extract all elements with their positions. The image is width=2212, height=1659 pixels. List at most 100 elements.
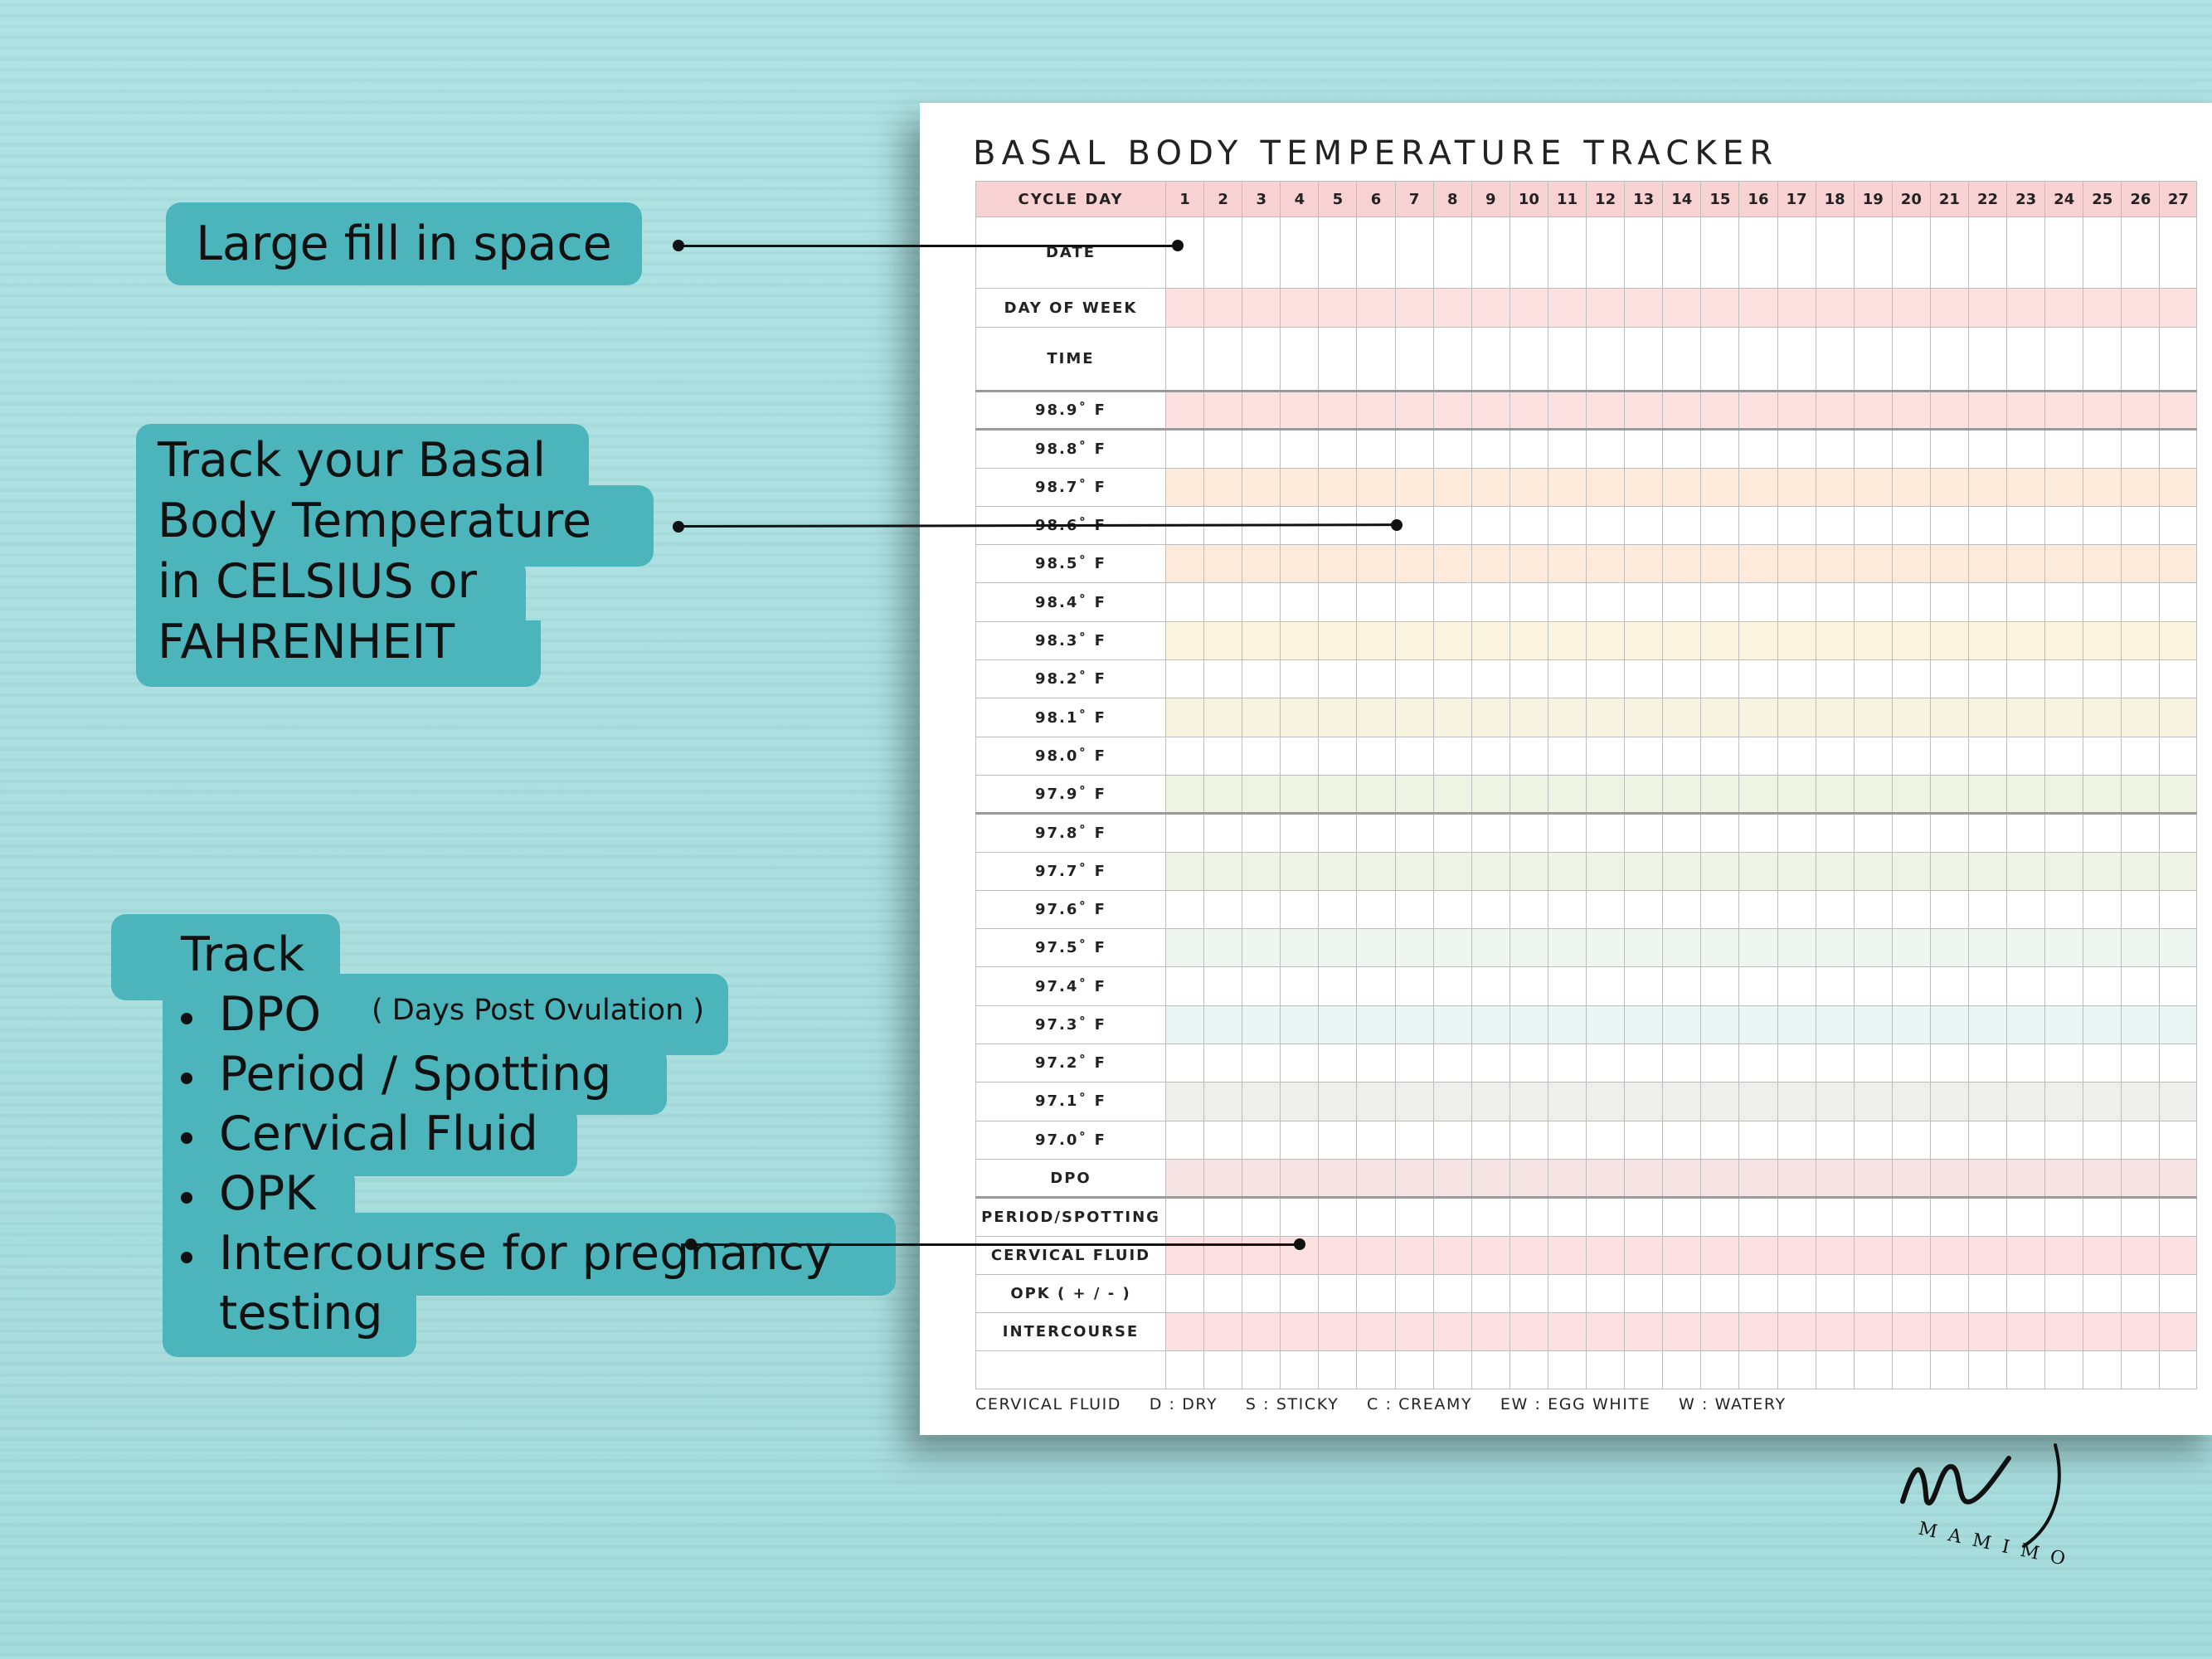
entry-cell[interactable] — [1624, 659, 1664, 699]
entry-cell[interactable] — [1242, 216, 1281, 289]
entry-cell[interactable] — [1471, 428, 1510, 469]
entry-cell[interactable] — [1318, 620, 1358, 661]
entry-cell[interactable] — [2121, 505, 2161, 546]
entry-cell[interactable] — [1700, 659, 1740, 699]
entry-cell[interactable] — [1203, 1120, 1243, 1160]
entry-cell[interactable] — [1891, 327, 1931, 392]
entry-cell[interactable] — [1815, 544, 1855, 584]
entry-cell[interactable] — [1164, 1005, 1205, 1045]
entry-cell[interactable] — [1394, 659, 1434, 699]
entry-cell[interactable] — [1777, 851, 1816, 891]
entry-cell[interactable] — [1280, 812, 1320, 853]
entry-cell[interactable] — [1432, 774, 1472, 815]
entry-cell[interactable] — [1394, 288, 1434, 328]
entry-cell[interactable] — [1318, 698, 1358, 737]
entry-cell[interactable] — [1738, 698, 1778, 737]
entry-cell[interactable] — [1853, 774, 1893, 815]
entry-cell[interactable] — [2006, 851, 2046, 891]
entry-cell[interactable] — [1891, 620, 1931, 661]
entry-cell[interactable] — [1280, 1158, 1320, 1199]
entry-cell[interactable] — [1967, 812, 2008, 853]
entry-cell[interactable] — [1242, 774, 1281, 815]
entry-cell[interactable] — [2121, 736, 2161, 776]
entry-cell[interactable] — [2159, 698, 2198, 737]
entry-cell[interactable] — [1318, 1082, 1358, 1121]
entry-cell[interactable] — [1471, 620, 1510, 661]
entry-cell[interactable] — [1891, 1082, 1931, 1121]
entry-cell[interactable] — [1738, 1273, 1778, 1314]
entry-cell[interactable] — [1242, 544, 1281, 584]
entry-cell[interactable] — [1662, 966, 1702, 1006]
entry-cell[interactable] — [1624, 1158, 1664, 1199]
entry-cell[interactable] — [1586, 428, 1626, 469]
entry-cell[interactable] — [1318, 1044, 1358, 1083]
entry-cell[interactable] — [2044, 467, 2084, 507]
entry-cell[interactable] — [1700, 288, 1740, 328]
entry-cell[interactable] — [1700, 327, 1740, 392]
entry-cell[interactable] — [1700, 812, 1740, 853]
entry-cell[interactable] — [1547, 1082, 1587, 1121]
entry-cell[interactable] — [1586, 851, 1626, 891]
entry-cell[interactable] — [1318, 774, 1358, 815]
entry-cell[interactable] — [1815, 698, 1855, 737]
entry-cell[interactable] — [1967, 1005, 2008, 1045]
entry-cell[interactable] — [1777, 774, 1816, 815]
entry-cell[interactable] — [2083, 1312, 2122, 1352]
entry-cell[interactable] — [2044, 889, 2084, 930]
entry-cell[interactable] — [1738, 928, 1778, 968]
entry-cell[interactable] — [1586, 736, 1626, 776]
entry-cell[interactable] — [1738, 1350, 1778, 1390]
entry-cell[interactable] — [1242, 812, 1281, 853]
entry-cell[interactable] — [1853, 966, 1893, 1006]
entry-cell[interactable] — [1929, 1312, 1969, 1352]
entry-cell[interactable] — [1394, 216, 1434, 289]
entry-cell[interactable] — [1203, 389, 1243, 431]
entry-cell[interactable] — [1967, 698, 2008, 737]
entry-cell[interactable] — [1624, 812, 1664, 853]
entry-cell[interactable] — [1624, 389, 1664, 431]
entry-cell[interactable] — [1242, 1235, 1281, 1275]
entry-cell[interactable] — [2006, 544, 2046, 584]
entry-cell[interactable] — [2159, 428, 2198, 469]
entry-cell[interactable] — [1891, 288, 1931, 328]
entry-cell[interactable] — [1242, 389, 1281, 431]
entry-cell[interactable] — [1242, 1044, 1281, 1083]
entry-cell[interactable] — [1700, 389, 1740, 431]
entry-cell[interactable] — [1700, 582, 1740, 622]
entry-cell[interactable] — [2044, 1120, 2084, 1160]
entry-cell[interactable] — [1929, 505, 1969, 546]
entry-cell[interactable] — [1432, 928, 1472, 968]
entry-cell[interactable] — [1738, 774, 1778, 815]
entry-cell[interactable] — [1356, 659, 1396, 699]
entry-cell[interactable] — [1242, 966, 1281, 1006]
entry-cell[interactable] — [1853, 467, 1893, 507]
entry-cell[interactable] — [1738, 889, 1778, 930]
entry-cell[interactable] — [1432, 327, 1472, 392]
entry-cell[interactable] — [1624, 1350, 1664, 1390]
entry-cell[interactable] — [1471, 1235, 1510, 1275]
entry-cell[interactable] — [1815, 1044, 1855, 1083]
entry-cell[interactable] — [1432, 428, 1472, 469]
entry-cell[interactable] — [2044, 620, 2084, 661]
entry-cell[interactable] — [1929, 774, 1969, 815]
entry-cell[interactable] — [1700, 736, 1740, 776]
entry-cell[interactable] — [1891, 774, 1931, 815]
entry-cell[interactable] — [1164, 774, 1205, 815]
entry-cell[interactable] — [1432, 1350, 1472, 1390]
entry-cell[interactable] — [1777, 505, 1816, 546]
entry-cell[interactable] — [1318, 389, 1358, 431]
entry-cell[interactable] — [1394, 544, 1434, 584]
entry-cell[interactable] — [2006, 736, 2046, 776]
entry-cell[interactable] — [1547, 1120, 1587, 1160]
entry-cell[interactable] — [1164, 389, 1205, 431]
entry-cell[interactable] — [1777, 966, 1816, 1006]
entry-cell[interactable] — [2159, 1005, 2198, 1045]
entry-cell[interactable] — [1662, 928, 1702, 968]
entry-cell[interactable] — [1280, 851, 1320, 891]
entry-cell[interactable] — [1624, 288, 1664, 328]
entry-cell[interactable] — [1700, 966, 1740, 1006]
entry-cell[interactable] — [1662, 428, 1702, 469]
entry-cell[interactable] — [1700, 851, 1740, 891]
entry-cell[interactable] — [1586, 288, 1626, 328]
entry-cell[interactable] — [1662, 620, 1702, 661]
